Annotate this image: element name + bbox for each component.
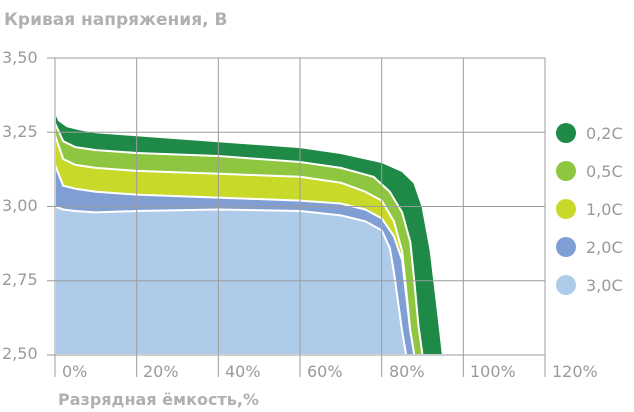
legend-label: 3,0C: [586, 275, 623, 295]
legend-swatch-0-2c: [556, 123, 576, 143]
legend-swatch-0-5c: [556, 161, 576, 181]
x-tick-label: 80%: [389, 362, 425, 381]
legend-label: 0,5C: [586, 161, 623, 181]
legend-item: 2,0C: [556, 228, 623, 266]
x-tick-label: 0%: [62, 362, 88, 381]
y-tick-label: 3,25: [2, 122, 38, 141]
y-tick-label: 2,75: [2, 270, 38, 289]
x-tick-label: 40%: [225, 362, 261, 381]
chart-legend: 0,2C 0,5C 1,0C 2,0C 3,0C: [556, 114, 623, 304]
legend-swatch-1-0c: [556, 199, 576, 219]
legend-item: 3,0C: [556, 266, 623, 304]
legend-item: 1,0C: [556, 190, 623, 228]
y-tick-label: 2,50: [2, 344, 38, 363]
legend-swatch-3-0c: [556, 275, 576, 295]
x-tick-label: 20%: [143, 362, 179, 381]
legend-item: 0,5C: [556, 152, 623, 190]
legend-label: 1,0C: [586, 199, 623, 219]
x-tick-label: 120%: [552, 362, 598, 381]
legend-label: 0,2C: [586, 123, 623, 143]
x-axis-label: Разрядная ёмкость,%: [58, 390, 259, 409]
x-tick-label: 60%: [307, 362, 343, 381]
legend-item: 0,2C: [556, 114, 623, 152]
y-tick-label: 3,50: [2, 48, 38, 67]
chart-title: Кривая напряжения, В: [4, 10, 228, 30]
x-tick-label: 100%: [470, 362, 516, 381]
legend-swatch-2-0c: [556, 237, 576, 257]
y-tick-label: 3,00: [2, 196, 38, 215]
legend-label: 2,0C: [586, 237, 623, 257]
